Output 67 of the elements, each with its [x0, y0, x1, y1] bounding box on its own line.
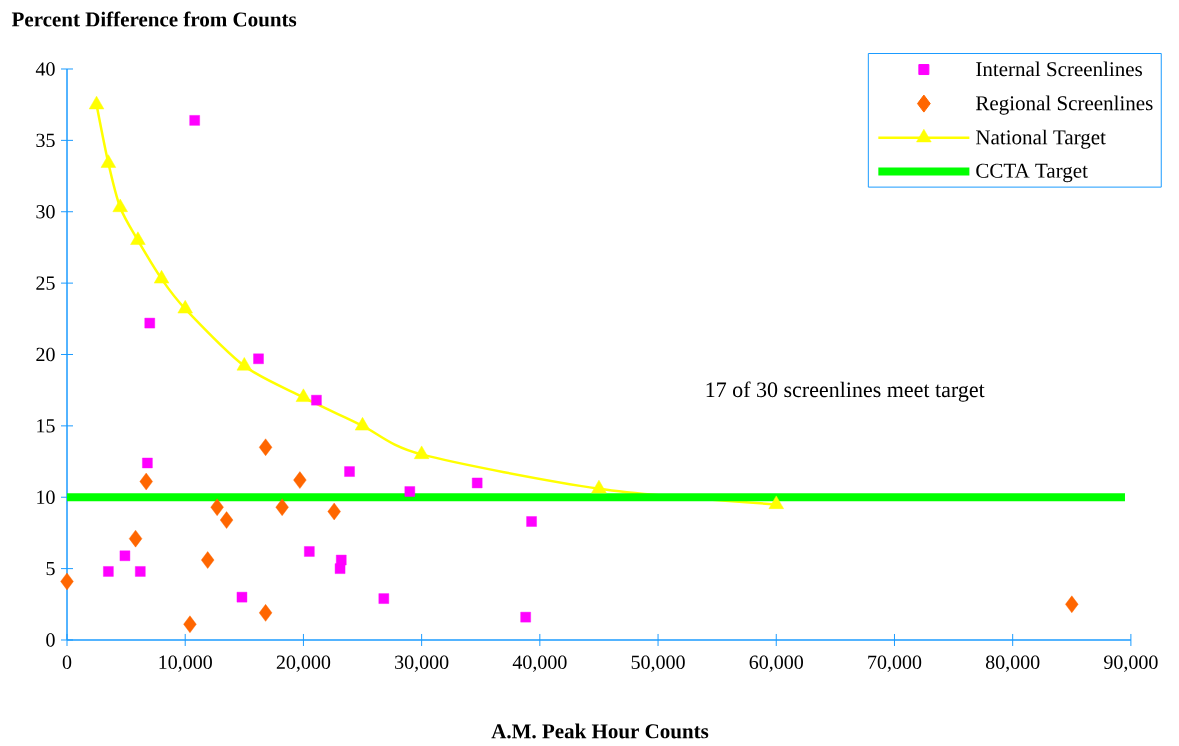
- legend-label: Internal Screenlines: [976, 61, 1142, 77]
- point: [295, 388, 312, 402]
- point: [88, 95, 105, 110]
- point: [591, 479, 607, 494]
- point: [471, 477, 483, 489]
- point: [135, 566, 146, 577]
- x-tick-label: 40,000: [512, 655, 567, 672]
- point: [103, 566, 114, 577]
- y-tick-label: 40: [35, 62, 55, 76]
- x-tick-label: 70,000: [868, 655, 922, 672]
- y-tick-label: 35: [36, 133, 55, 148]
- y-tick-label: 5: [46, 561, 55, 576]
- point: [414, 445, 430, 459]
- point: [201, 551, 215, 569]
- point: [177, 300, 193, 314]
- y-tick-label: 30: [36, 204, 55, 219]
- point: [304, 546, 315, 557]
- point: [236, 357, 252, 371]
- y-tick-label: 10: [37, 490, 55, 504]
- point: [253, 353, 264, 364]
- x-tick-label: 30,000: [395, 655, 449, 672]
- point: [768, 495, 784, 509]
- point: [220, 511, 234, 529]
- point: [60, 572, 74, 591]
- x-tick-label: 80,000: [985, 655, 1040, 672]
- point: [236, 591, 248, 603]
- point: [130, 231, 146, 245]
- y-tick-label: 25: [36, 276, 55, 290]
- point: [259, 604, 273, 622]
- point: [293, 471, 307, 489]
- x-tick-label: 10,000: [159, 655, 212, 672]
- legend-label: CCTA Target: [976, 163, 1088, 183]
- y-tick-label: 15: [37, 419, 55, 433]
- point: [153, 270, 170, 284]
- y-tick-label: 0: [46, 633, 55, 647]
- point: [129, 529, 143, 548]
- point: [142, 457, 153, 469]
- point: [526, 516, 537, 527]
- point: [334, 563, 346, 574]
- point: [275, 498, 289, 516]
- point: [259, 438, 273, 456]
- point: [354, 417, 371, 431]
- x-tick-label: 20,000: [276, 655, 331, 672]
- x-tick-label: 0: [62, 655, 72, 670]
- point: [144, 317, 155, 329]
- point: [100, 154, 116, 168]
- point: [327, 502, 341, 521]
- point: [139, 472, 153, 491]
- x-tick-label: 60,000: [749, 655, 803, 672]
- point: [183, 615, 197, 633]
- y-tick-label: 20: [36, 347, 55, 362]
- point: [520, 611, 531, 623]
- x-axis-title: A.M. Peak Hour Counts: [491, 723, 709, 739]
- point: [404, 486, 416, 497]
- point: [344, 466, 355, 477]
- legend-label: National Target: [976, 129, 1106, 149]
- annotation: 17 of 30 screenlines meet target: [706, 381, 985, 402]
- point: [112, 198, 128, 212]
- x-tick-label: 90,000: [1104, 655, 1158, 672]
- point: [1065, 595, 1079, 613]
- x-tick-label: 50,000: [631, 655, 685, 672]
- point: [378, 593, 390, 604]
- legend-label: Regional Screenlines: [976, 95, 1153, 115]
- y-axis-title: Percent Difference from Counts: [11, 11, 297, 27]
- point: [119, 550, 131, 561]
- point: [210, 498, 224, 516]
- point: [311, 394, 322, 406]
